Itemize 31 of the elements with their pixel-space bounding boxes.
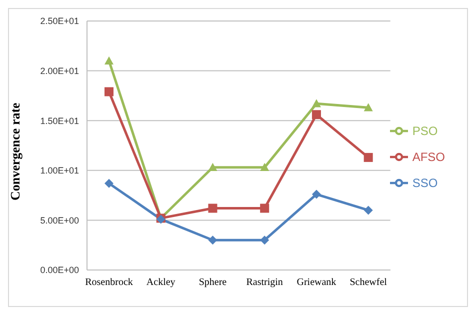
point — [260, 162, 270, 172]
x-tick-label: Ackley — [146, 277, 176, 288]
point — [104, 56, 114, 64]
point — [312, 99, 321, 108]
point — [104, 87, 114, 96]
legend-label: PSO — [412, 124, 438, 138]
point — [208, 204, 218, 213]
legend-label: AFSO — [412, 150, 445, 164]
y-tick-label: 2.50E+01 — [40, 16, 79, 26]
point — [260, 236, 270, 245]
point — [364, 152, 373, 162]
x-tick-label: Rosenbrock — [85, 277, 133, 288]
y-tick-label: 0.00E+00 — [40, 265, 79, 276]
x-tick-label: Sphere — [198, 277, 228, 288]
x-tick-label: Rastrigin — [246, 277, 283, 288]
y-tick-label: 2.00E+01 — [40, 66, 79, 76]
y-axis-title: Convergence rate — [8, 102, 23, 200]
point — [104, 178, 114, 188]
point — [260, 204, 270, 213]
point — [312, 190, 321, 199]
point — [208, 162, 218, 172]
y-tick-label: 5.00E+00 — [40, 215, 79, 226]
y-tick-label: 1.50E+01 — [40, 116, 79, 126]
x-tick-label: Schewfel — [350, 277, 388, 288]
point — [364, 206, 373, 215]
y-tick-label: 1.00E+01 — [40, 166, 79, 176]
point — [364, 103, 373, 112]
x-tick-label: Griewank — [296, 277, 336, 288]
point — [312, 110, 321, 120]
point — [208, 236, 218, 245]
legend-label: SSO — [412, 176, 438, 190]
